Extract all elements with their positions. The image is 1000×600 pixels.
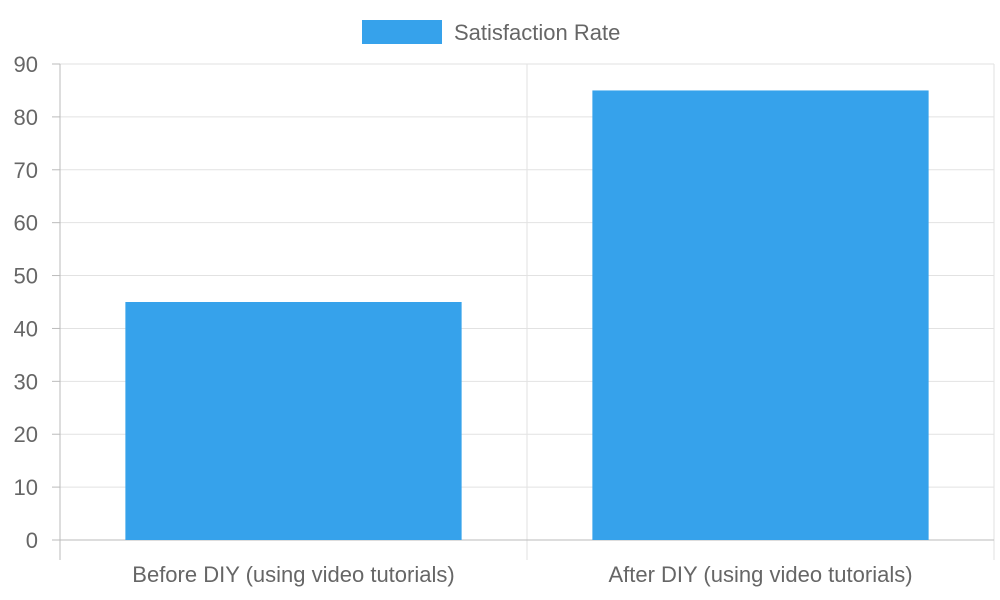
bar-1 — [592, 90, 929, 540]
y-tick-label-70: 70 — [14, 158, 38, 183]
legend[interactable]: Satisfaction Rate — [362, 20, 620, 45]
y-tick-labels: 0 10 20 30 40 50 60 70 80 90 — [14, 52, 38, 553]
x-category-labels: Before DIY (using video tutorials) After … — [132, 562, 912, 587]
legend-label-satisfaction-rate[interactable]: Satisfaction Rate — [454, 20, 620, 45]
y-tick-label-30: 30 — [14, 369, 38, 394]
y-tick-label-80: 80 — [14, 105, 38, 130]
y-tick-label-50: 50 — [14, 264, 38, 289]
y-tick-label-90: 90 — [14, 52, 38, 77]
x-category-label-0: Before DIY (using video tutorials) — [132, 562, 454, 587]
x-category-label-1: After DIY (using video tutorials) — [608, 562, 912, 587]
y-tick-label-10: 10 — [14, 475, 38, 500]
legend-swatch-satisfaction-rate[interactable] — [362, 20, 442, 44]
bars — [125, 90, 929, 540]
bar-0 — [125, 302, 462, 540]
y-tick-label-60: 60 — [14, 211, 38, 236]
y-tick-label-20: 20 — [14, 422, 38, 447]
y-tick-label-40: 40 — [14, 316, 38, 341]
y-tick-label-0: 0 — [26, 528, 38, 553]
